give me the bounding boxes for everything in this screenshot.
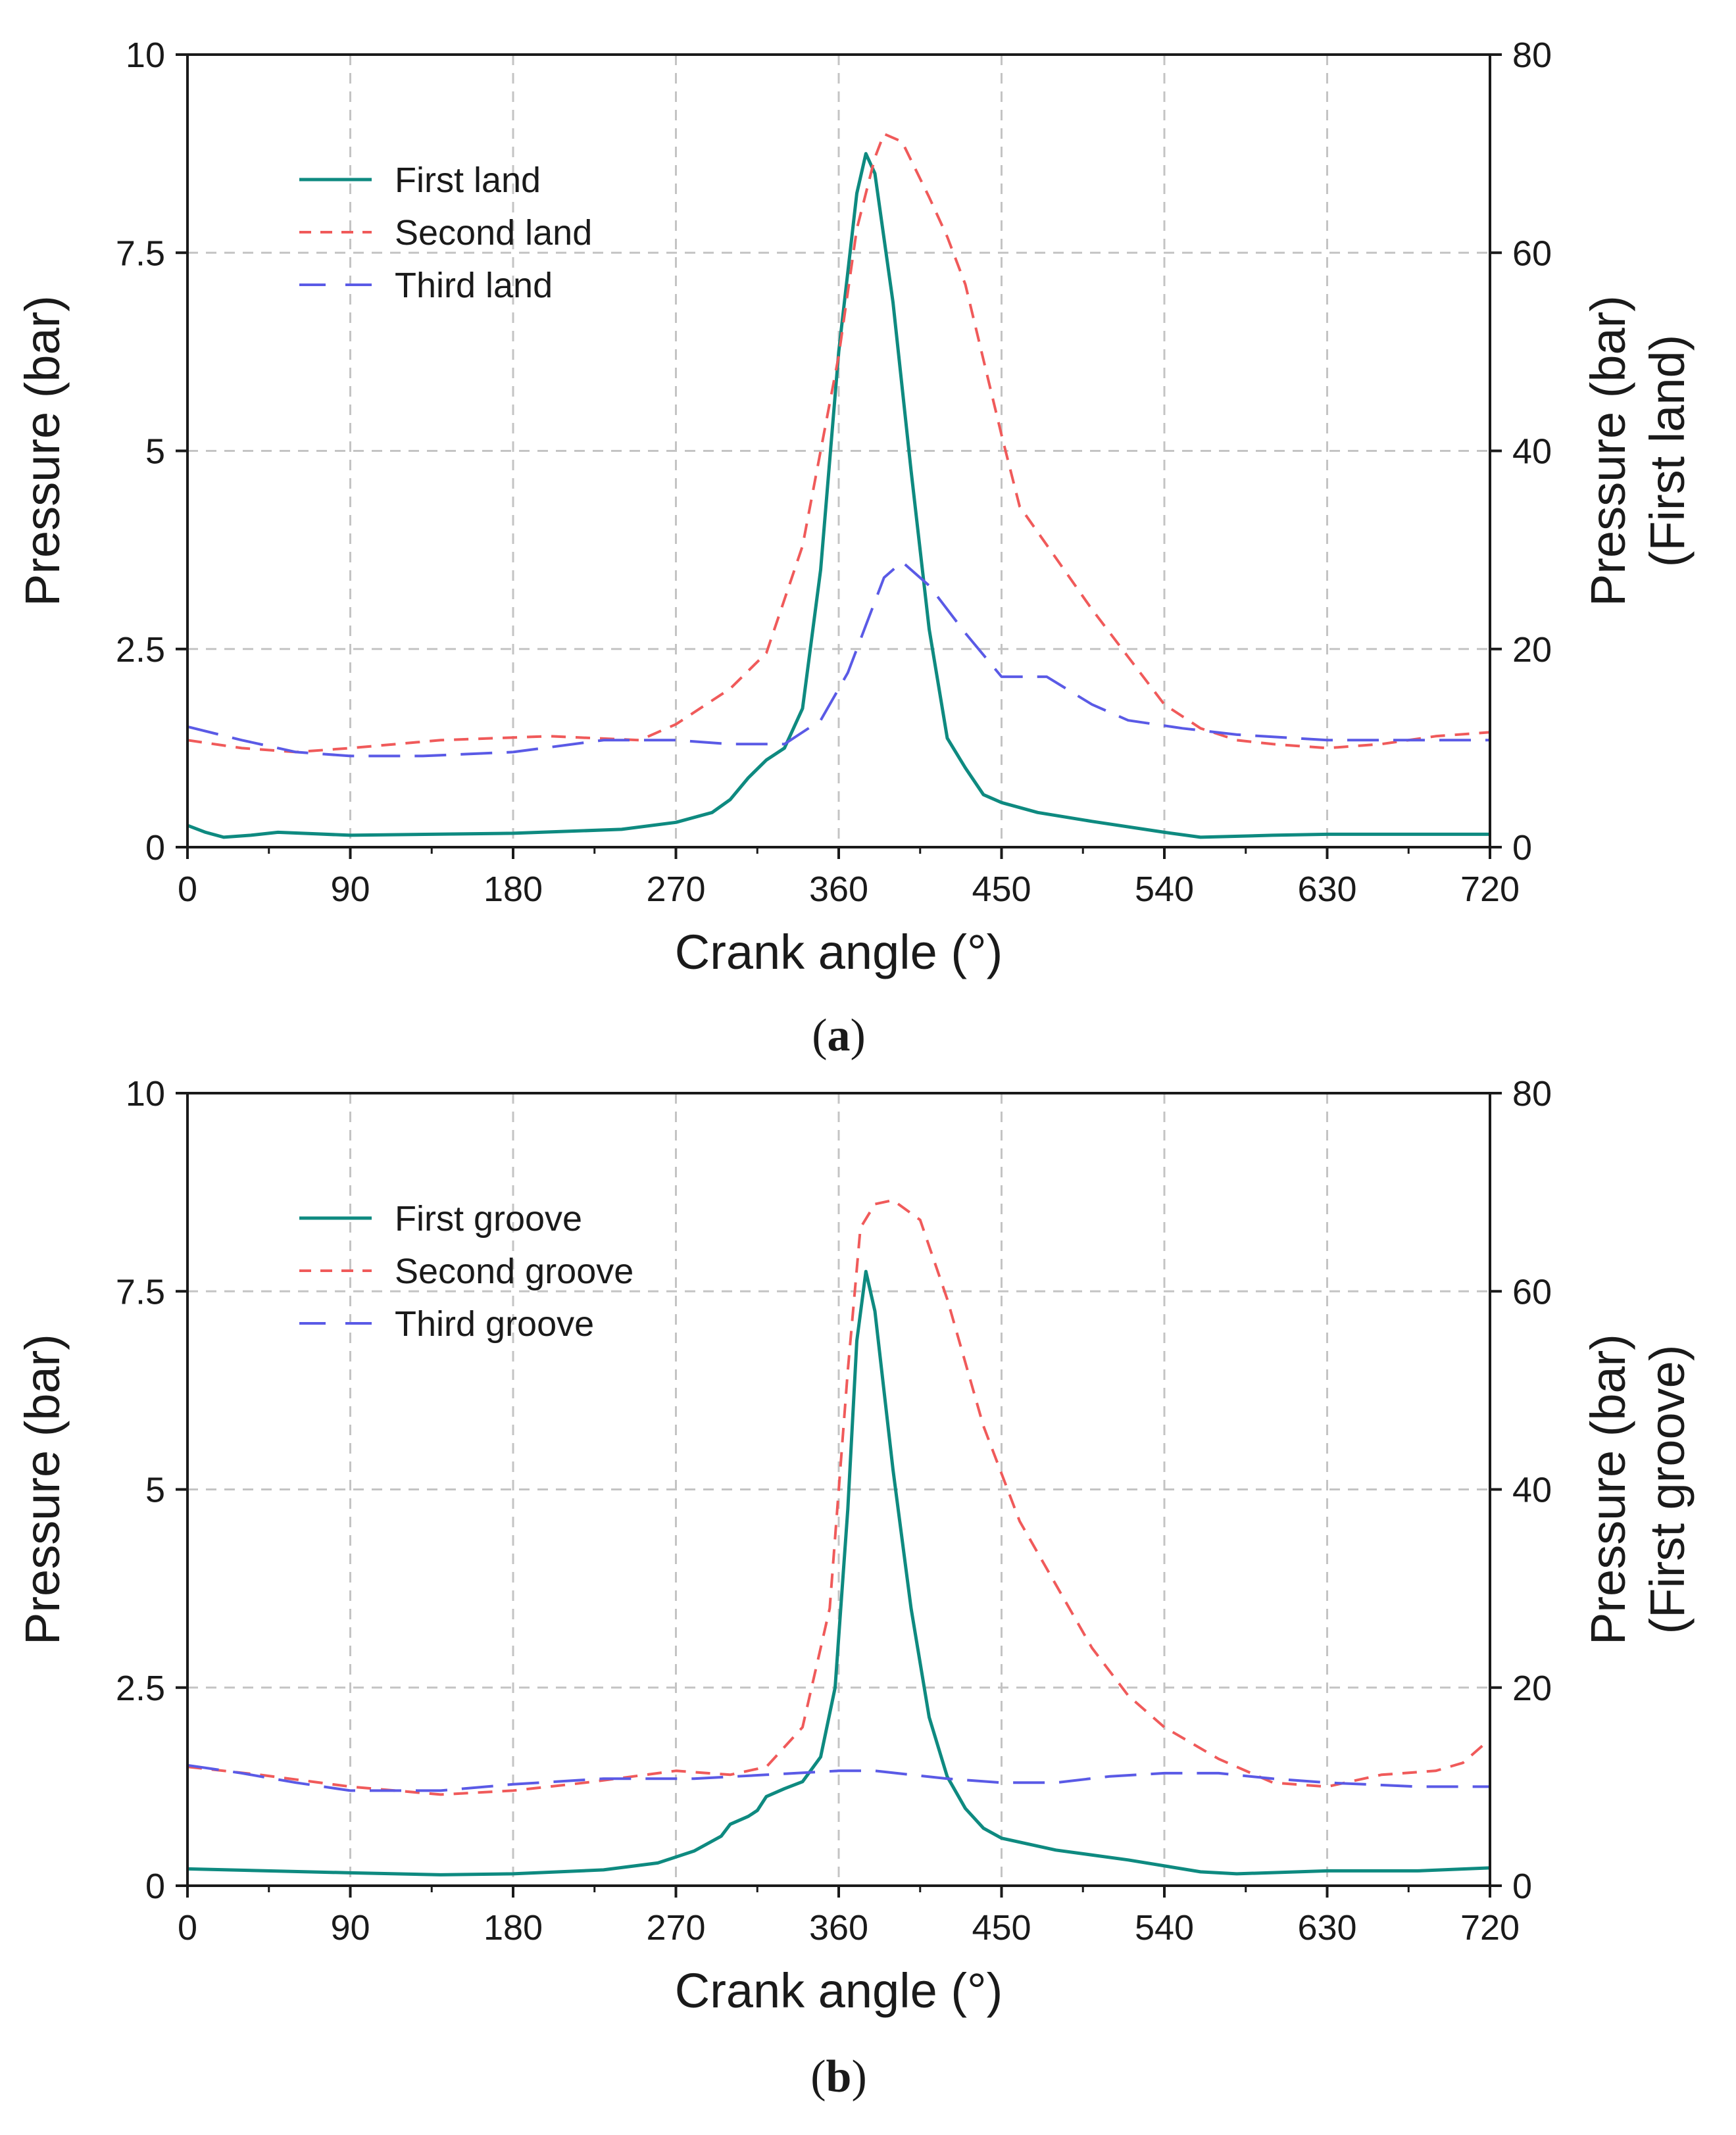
series-line-third-land xyxy=(187,560,1490,758)
y2-axis-title-line1: Pressure (bar) xyxy=(1581,295,1635,606)
x-tick-label: 270 xyxy=(646,1908,705,1948)
legend: First land Second land Third land xyxy=(299,160,592,305)
legend-label: First land xyxy=(395,160,541,200)
x-axis-title: Crank angle (°) xyxy=(675,1963,1003,2018)
y-tick-label: 0 xyxy=(145,1867,165,1906)
caption-letter: a xyxy=(828,1010,851,1061)
x-tick-label: 450 xyxy=(972,1908,1031,1948)
y-tick-label: 2.5 xyxy=(116,630,165,670)
y2-tick-label: 20 xyxy=(1512,1669,1552,1708)
y-tick-label: 7.5 xyxy=(116,233,165,273)
chart-panel-b: 0 90 180 270 360 450 540 630 72002.557.510020406… xyxy=(15,1074,1695,2102)
x-tick-label: 180 xyxy=(484,870,543,909)
x-tick-label: 0 xyxy=(178,870,197,909)
x-tick-label: 270 xyxy=(646,870,705,909)
y2-axis-title-line1: Pressure (bar) xyxy=(1581,1334,1635,1645)
panel-caption: (a) xyxy=(812,1010,866,1061)
y-tick-label: 5 xyxy=(145,1471,165,1510)
x-axis-title: Crank angle (°) xyxy=(675,925,1003,979)
legend-label: Second land xyxy=(395,213,592,253)
x-tick-label: 360 xyxy=(809,870,868,909)
series-line-second-groove xyxy=(187,1198,1491,1796)
panel-caption: (b) xyxy=(810,2051,867,2102)
chart-panel-a: 0 90 180 270 360 450 540 630 72002.557.510020406… xyxy=(15,36,1695,1061)
caption-paren-close: ) xyxy=(851,2051,866,2102)
y2-tick-label: 80 xyxy=(1512,1074,1552,1114)
y-tick-label: 0 xyxy=(145,828,165,868)
caption-paren-open: ( xyxy=(810,2051,826,2102)
y-tick-label: 10 xyxy=(126,1074,165,1114)
x-tick-label: 90 xyxy=(330,1908,370,1948)
y2-tick-label: 0 xyxy=(1512,828,1532,868)
x-tick-label: 540 xyxy=(1135,1908,1194,1948)
y2-axis-title-line2: (First land) xyxy=(1640,335,1695,568)
x-tick-label: 630 xyxy=(1297,1908,1356,1948)
grid xyxy=(187,1093,1490,1886)
legend-label: Second groove xyxy=(395,1252,633,1291)
y2-tick-label: 40 xyxy=(1512,432,1552,472)
y-axis-title: Pressure (bar) xyxy=(15,1334,70,1645)
y-axis-title: Pressure (bar) xyxy=(15,295,70,606)
x-tick-label: 720 xyxy=(1460,1908,1520,1948)
series-line-third-groove xyxy=(187,1763,1490,1792)
y2-tick-label: 0 xyxy=(1512,1867,1532,1906)
caption-paren-close: ) xyxy=(851,1010,866,1061)
caption-letter: b xyxy=(826,2051,852,2102)
legend-label: Third land xyxy=(395,266,553,305)
y-tick-label: 10 xyxy=(126,36,165,75)
caption-paren-open: ( xyxy=(812,1010,827,1061)
y2-tick-label: 20 xyxy=(1512,630,1552,670)
series-line-second-land xyxy=(187,132,1491,754)
y-tick-label: 2.5 xyxy=(116,1669,165,1708)
y-tick-label: 7.5 xyxy=(116,1272,165,1312)
x-tick-label: 630 xyxy=(1297,870,1356,909)
series-line-first-groove xyxy=(187,1269,1491,1877)
x-tick-label: 720 xyxy=(1460,870,1520,909)
x-tick-label: 0 xyxy=(178,1908,197,1948)
y2-tick-label: 80 xyxy=(1512,36,1552,75)
y2-axis-title-line2: (First groove) xyxy=(1640,1345,1695,1634)
y2-tick-label: 40 xyxy=(1512,1471,1552,1510)
grid xyxy=(187,55,1490,847)
x-tick-label: 180 xyxy=(484,1908,543,1948)
series-line-first-land xyxy=(187,152,1490,839)
x-tick-label: 90 xyxy=(330,870,370,909)
x-tick-label: 450 xyxy=(972,870,1031,909)
y-tick-label: 5 xyxy=(145,432,165,472)
legend-label: Third groove xyxy=(395,1304,594,1344)
x-tick-label: 540 xyxy=(1135,870,1194,909)
legend: First groove Second groove Third groove xyxy=(299,1199,633,1344)
y2-tick-label: 60 xyxy=(1512,1272,1552,1312)
legend-label: First groove xyxy=(395,1199,582,1239)
x-tick-label: 360 xyxy=(809,1908,868,1948)
y2-tick-label: 60 xyxy=(1512,233,1552,273)
